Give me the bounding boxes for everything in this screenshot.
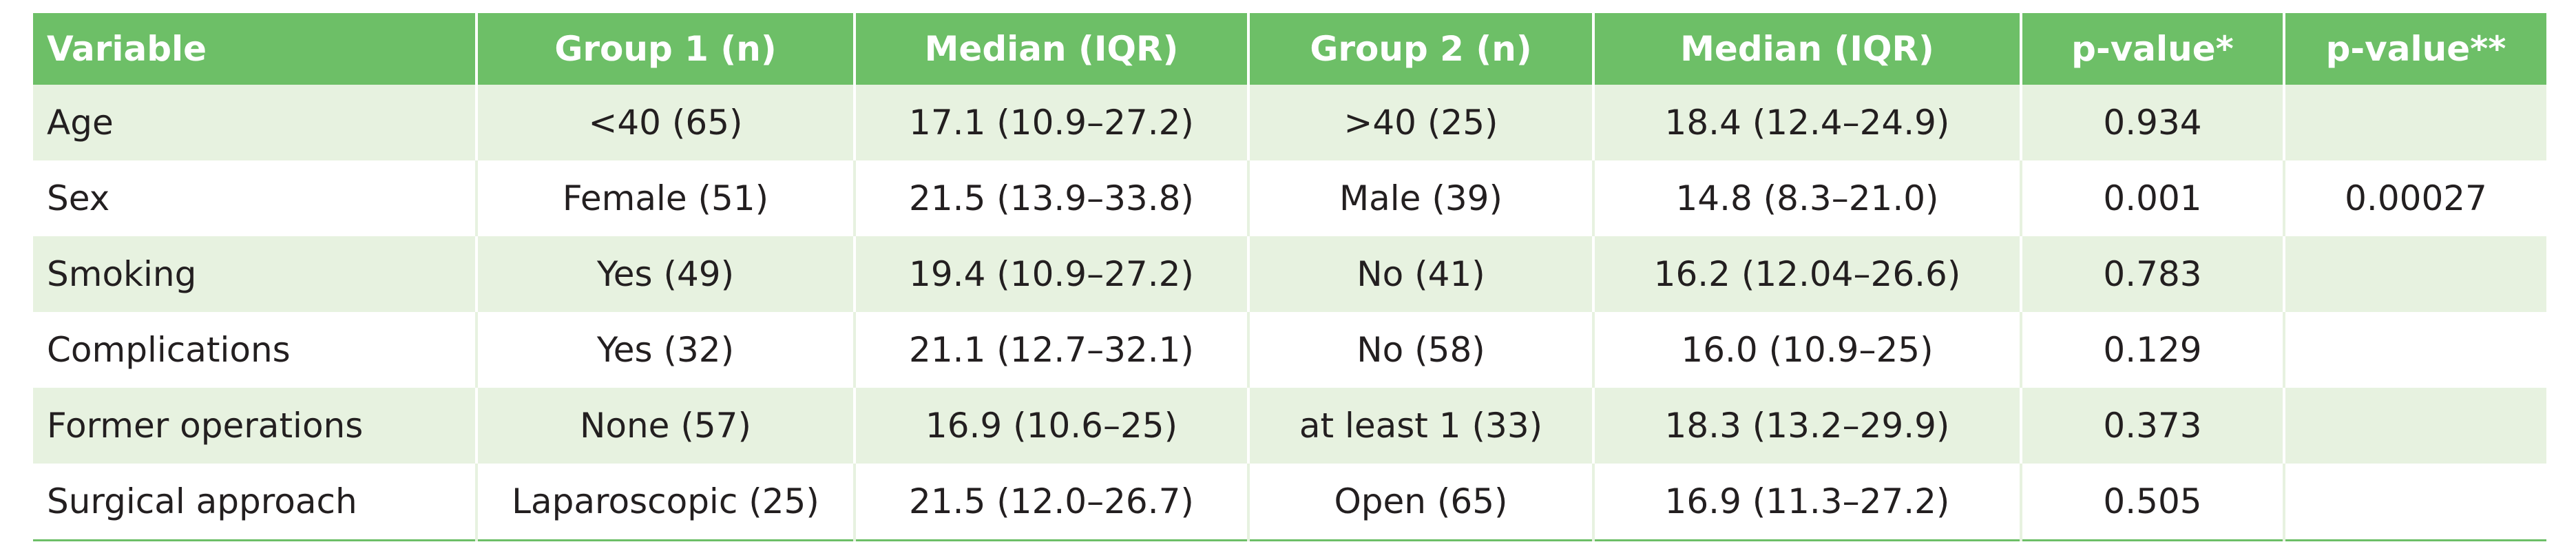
table-cell: 0.00027 (2283, 160, 2546, 236)
table-cell: No (41) (1247, 236, 1593, 312)
table-cell: Smoking (33, 236, 477, 312)
table-row: Age <40 (65) 17.1 (10.9–27.2) >40 (25) 18.4 … (33, 85, 2546, 160)
empty-cell (2283, 85, 2546, 160)
header-cell: Median (IQR) (853, 13, 1248, 85)
table-cell: 18.3 (13.2–29.9) (1592, 388, 2021, 464)
data-table: Variable Group 1 (n) Median (IQR) Group 2 (… (33, 13, 2546, 541)
header-cell: Median (IQR) (1592, 13, 2021, 85)
table-cell: at least 1 (33) (1247, 388, 1593, 464)
empty-cell (2283, 312, 2546, 388)
table-cell: 0.129 (2020, 312, 2284, 388)
table-cell: None (57) (475, 388, 855, 464)
table-cell: Complications (33, 312, 477, 388)
table-cell: 0.934 (2020, 85, 2284, 160)
header-cell: p-value* (2020, 13, 2284, 85)
table-cell: Laparoscopic (25) (475, 464, 855, 541)
table-cell: >40 (25) (1247, 85, 1593, 160)
table-cell: 16.9 (11.3–27.2) (1592, 464, 2021, 541)
table-cell: Former operations (33, 388, 477, 464)
table-cell: 21.1 (12.7–32.1) (853, 312, 1248, 388)
table-cell: 21.5 (12.0–26.7) (853, 464, 1248, 541)
table-cell: No (58) (1247, 312, 1593, 388)
table-cell: Yes (49) (475, 236, 855, 312)
table-container: Variable Group 1 (n) Median (IQR) Group 2 (… (33, 13, 2546, 541)
empty-cell (2283, 464, 2546, 541)
table-cell: Female (51) (475, 160, 855, 236)
table-cell: 16.0 (10.9–25) (1592, 312, 2021, 388)
table-row: Smoking Yes (49) 19.4 (10.9–27.2) No (41) 16… (33, 236, 2546, 312)
header-row: Variable Group 1 (n) Median (IQR) Group 2 (… (33, 13, 2546, 85)
table-cell: 0.505 (2020, 464, 2284, 541)
table-row: Sex Female (51) 21.5 (13.9–33.8) Male (39) 1… (33, 160, 2546, 236)
table-cell: 0.783 (2020, 236, 2284, 312)
table-cell: 19.4 (10.9–27.2) (853, 236, 1248, 312)
empty-cell (2283, 388, 2546, 464)
header-cell: Variable (33, 13, 477, 85)
table-cell: 0.001 (2020, 160, 2284, 236)
table-cell: 16.2 (12.04–26.6) (1592, 236, 2021, 312)
table-body: Age <40 (65) 17.1 (10.9–27.2) >40 (25) 18.4 … (33, 85, 2546, 541)
table-row: Former operations None (57) 16.9 (10.6–25)… (33, 388, 2546, 464)
table-cell: Surgical approach (33, 464, 477, 541)
header-cell: Group 2 (n) (1247, 13, 1593, 85)
table-cell: 16.9 (10.6–25) (853, 388, 1248, 464)
table-cell: <40 (65) (475, 85, 855, 160)
table-cell: 17.1 (10.9–27.2) (853, 85, 1248, 160)
table-cell: 0.373 (2020, 388, 2284, 464)
table-cell: 14.8 (8.3–21.0) (1592, 160, 2021, 236)
table-cell: Sex (33, 160, 477, 236)
table-cell: Age (33, 85, 477, 160)
empty-cell (2283, 236, 2546, 312)
table-cell: Yes (32) (475, 312, 855, 388)
table-cell: 21.5 (13.9–33.8) (853, 160, 1248, 236)
table-cell: Male (39) (1247, 160, 1593, 236)
header-cell: Group 1 (n) (475, 13, 855, 85)
table-cell: 18.4 (12.4–24.9) (1592, 85, 2021, 160)
table-row: Complications Yes (32) 21.1 (12.7–32.1) No … (33, 312, 2546, 388)
table-cell: Open (65) (1247, 464, 1593, 541)
header-cell: p-value** (2283, 13, 2546, 85)
table-row: Surgical approach Laparoscopic (25) 21.5 (… (33, 464, 2546, 541)
